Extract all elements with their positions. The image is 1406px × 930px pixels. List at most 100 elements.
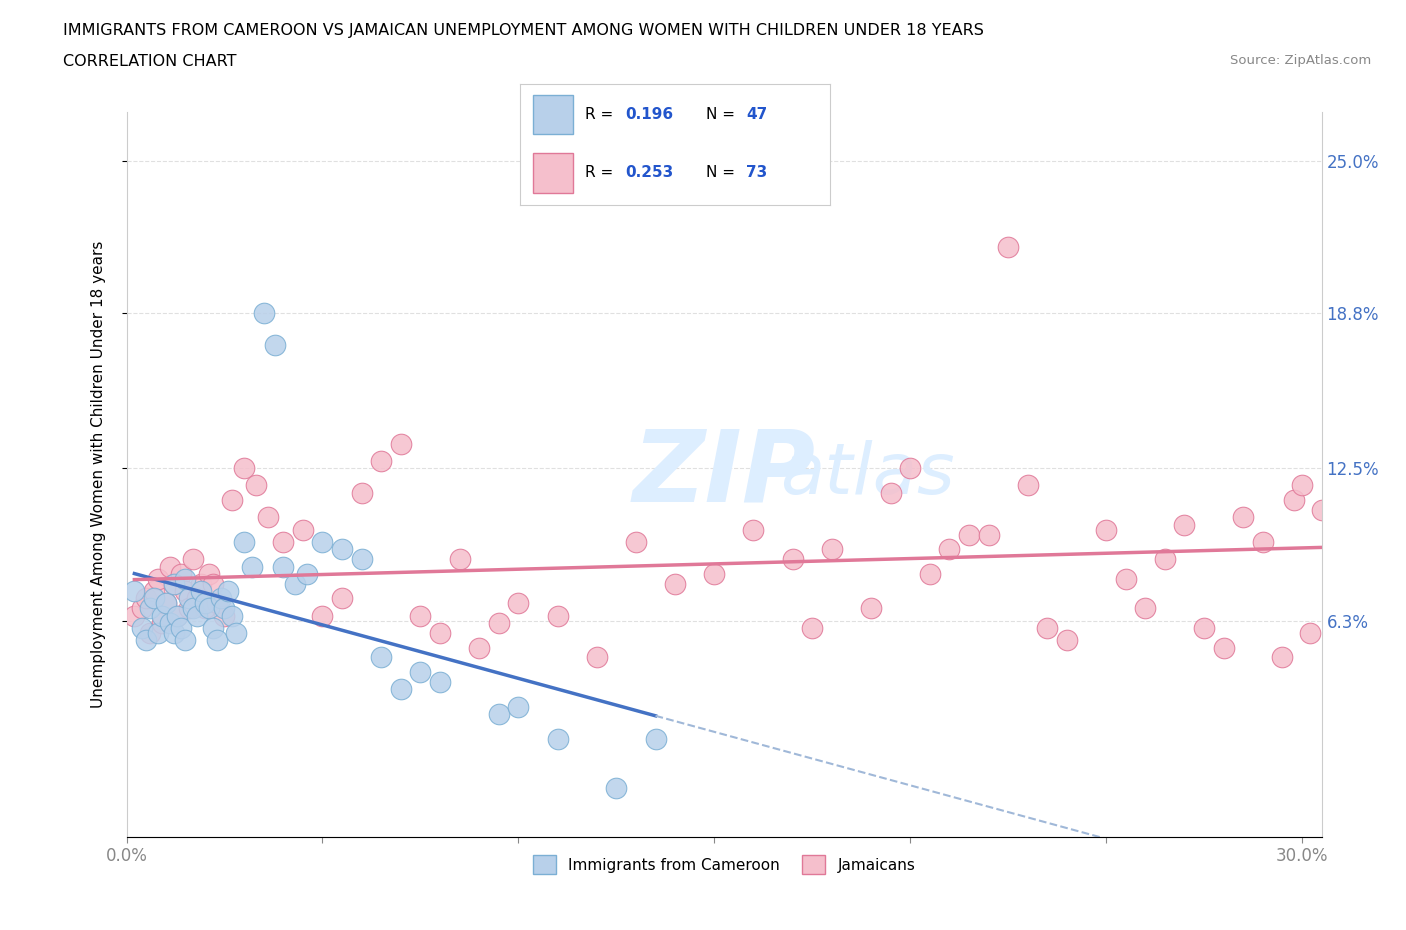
Point [221,493,243,508]
Point [957,527,980,542]
Point [174,632,197,647]
Point [409,665,432,680]
Point [1154,551,1177,566]
Y-axis label: Unemployment Among Women with Children Under 18 years: Unemployment Among Women with Children U… [91,241,105,708]
Point [429,626,451,641]
Point [1310,502,1333,517]
Point [155,596,177,611]
Point [1056,632,1078,647]
Point [264,338,287,352]
Point [146,571,169,586]
Point [256,510,278,525]
Point [508,596,530,611]
Point [181,601,204,616]
Point [508,699,530,714]
Point [1135,601,1157,616]
Point [879,485,901,500]
Point [742,522,765,537]
Point [370,650,392,665]
Point [233,460,256,475]
Point [170,566,193,581]
Point [162,577,184,591]
Point [977,527,1000,542]
Point [159,559,181,574]
Point [174,584,197,599]
Point [240,559,263,574]
Point [190,577,212,591]
Point [124,608,146,623]
Point [139,601,162,616]
Point [468,640,491,655]
Point [350,551,373,566]
Point [1282,493,1305,508]
Point [214,601,236,616]
Point [1251,535,1274,550]
Bar [533,153,572,193]
Point [703,566,725,581]
Point [350,485,373,500]
Point [190,584,212,599]
Text: 73: 73 [747,165,768,180]
Point [547,608,569,623]
Point [1115,571,1137,586]
Point [429,674,451,689]
Point [179,601,201,616]
Point [284,577,307,591]
Point [166,608,188,623]
Point [585,650,607,665]
Point [146,626,169,641]
Point [860,601,883,616]
Point [370,453,392,468]
Point [124,584,146,599]
Point [1192,620,1215,635]
Text: CORRELATION CHART: CORRELATION CHART [63,54,236,69]
Point [291,522,314,537]
Point [271,559,294,574]
Point [938,542,960,557]
Point [449,551,471,566]
Text: atlas: atlas [780,440,955,509]
Point [139,626,162,641]
Point [782,551,804,566]
Point [198,566,221,581]
Point [143,591,166,606]
Point [205,632,228,647]
Point [150,616,173,631]
Point [389,682,412,697]
Point [131,601,153,616]
Point [271,535,294,550]
Point [162,626,184,641]
Point [801,620,824,635]
Text: Source: ZipAtlas.com: Source: ZipAtlas.com [1230,54,1371,67]
Point [131,620,153,635]
Point [295,566,318,581]
Point [409,608,432,623]
Point [644,731,666,746]
Point [214,608,236,623]
Point [174,571,197,586]
Point [186,591,208,606]
Point [547,731,569,746]
Point [162,577,184,591]
Point [150,608,173,623]
Point [330,542,353,557]
Point [217,584,239,599]
Point [898,460,921,475]
Point [245,478,267,493]
Text: N =: N = [706,107,740,122]
Point [1271,650,1294,665]
Text: ZIP: ZIP [633,426,815,523]
Text: 47: 47 [747,107,768,122]
Point [198,601,221,616]
Point [1232,510,1254,525]
Point [225,626,247,641]
Text: R =: R = [585,107,619,122]
Point [179,591,201,606]
Point [1036,620,1059,635]
Point [1017,478,1039,493]
Point [209,591,232,606]
Point [143,584,166,599]
Point [201,577,224,591]
Point [135,591,157,606]
Point [918,566,941,581]
